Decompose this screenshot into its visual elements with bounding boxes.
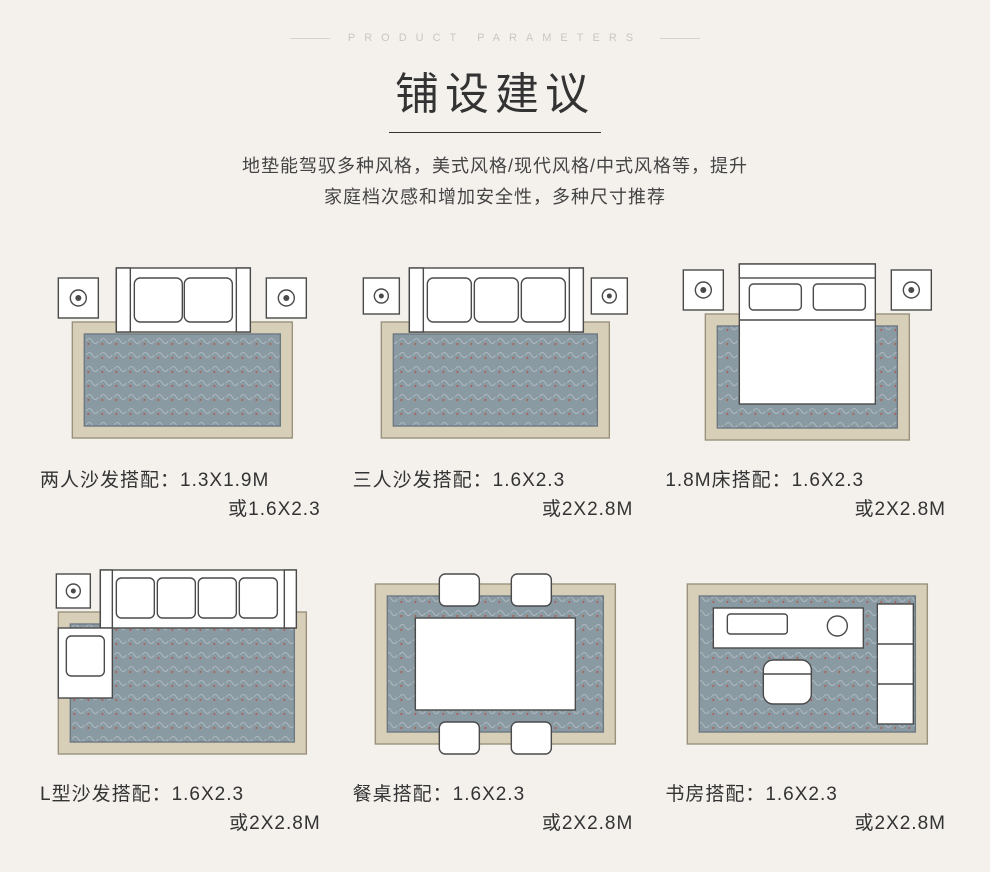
caption-three-seat-sofa: 三人沙发搭配：1.6X2.3 或2X2.8M (353, 467, 638, 524)
diagram-dining-table (353, 564, 638, 764)
cell-three-seat-sofa: 三人沙发搭配：1.6X2.3 或2X2.8M (353, 250, 638, 524)
diagram-l-sofa (40, 564, 325, 764)
layout-grid: 两人沙发搭配：1.3X1.9M 或1.6X2.3 三人沙发搭配： (40, 250, 950, 838)
caption-dining-table: 餐桌搭配：1.6X2.3 或2X2.8M (353, 781, 638, 838)
caption-line-2: 或2X2.8M (665, 496, 946, 525)
header: PRODUCT PARAMETERS 铺设建议 地垫能驾驭多种风格，美式风格/现… (40, 28, 950, 212)
description: 地垫能驾驭多种风格，美式风格/现代风格/中式风格等，提升 家庭档次感和增加安全性… (40, 151, 950, 212)
eyebrow-text: PRODUCT PARAMETERS (330, 32, 660, 44)
caption-l-sofa: L型沙发搭配：1.6X2.3 或2X2.8M (40, 781, 325, 838)
diagram-bed (665, 250, 950, 450)
caption-line-2: 或2X2.8M (353, 810, 634, 839)
diagram-three-seat-sofa (353, 250, 638, 450)
caption-study: 书房搭配：1.6X2.3 或2X2.8M (665, 781, 950, 838)
desc-line-1: 地垫能驾驭多种风格，美式风格/现代风格/中式风格等，提升 (40, 151, 950, 182)
page: PRODUCT PARAMETERS 铺设建议 地垫能驾驭多种风格，美式风格/现… (0, 0, 990, 838)
cell-l-sofa: L型沙发搭配：1.6X2.3 或2X2.8M (40, 564, 325, 838)
caption-line-1: 1.8M床搭配：1.6X2.3 (665, 467, 946, 496)
diagram-study (665, 564, 950, 764)
main-title: 铺设建议 (389, 58, 601, 133)
desc-line-2: 家庭档次感和增加安全性，多种尺寸推荐 (40, 182, 950, 213)
caption-line-2: 或2X2.8M (40, 810, 321, 839)
caption-line-1: 书房搭配：1.6X2.3 (665, 781, 946, 810)
cell-study: 书房搭配：1.6X2.3 或2X2.8M (665, 564, 950, 838)
caption-line-2: 或1.6X2.3 (40, 496, 321, 525)
cell-two-seat-sofa: 两人沙发搭配：1.3X1.9M 或1.6X2.3 (40, 250, 325, 524)
caption-line-1: L型沙发搭配：1.6X2.3 (40, 781, 321, 810)
cell-bed: 1.8M床搭配：1.6X2.3 或2X2.8M (665, 250, 950, 524)
caption-line-2: 或2X2.8M (665, 810, 946, 839)
caption-bed: 1.8M床搭配：1.6X2.3 或2X2.8M (665, 467, 950, 524)
caption-line-1: 两人沙发搭配：1.3X1.9M (40, 467, 321, 496)
cell-dining-table: 餐桌搭配：1.6X2.3 或2X2.8M (353, 564, 638, 838)
caption-line-2: 或2X2.8M (353, 496, 634, 525)
caption-line-1: 餐桌搭配：1.6X2.3 (353, 781, 634, 810)
caption-two-seat-sofa: 两人沙发搭配：1.3X1.9M 或1.6X2.3 (40, 467, 325, 524)
caption-line-1: 三人沙发搭配：1.6X2.3 (353, 467, 634, 496)
diagram-two-seat-sofa (40, 250, 325, 450)
